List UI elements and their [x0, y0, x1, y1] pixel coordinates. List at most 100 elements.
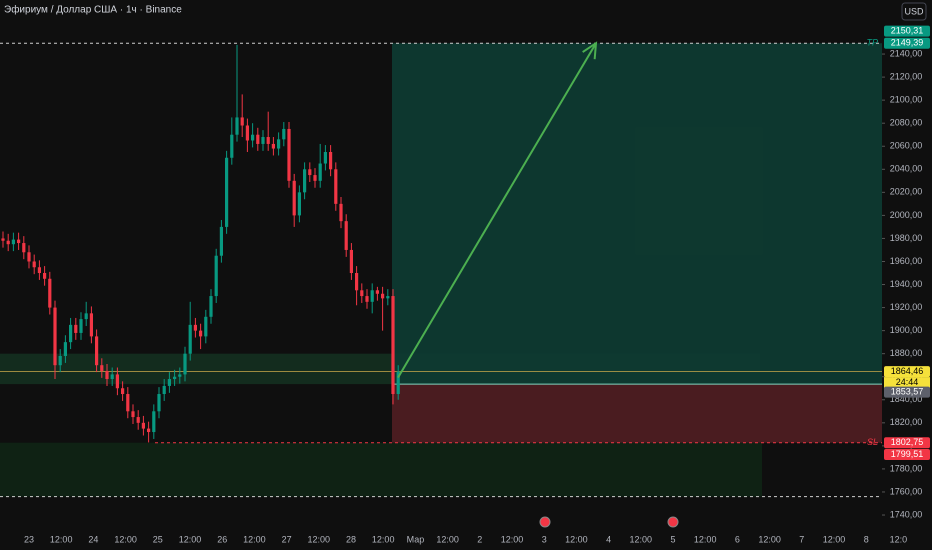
currency-label[interactable]: USD [904, 6, 924, 16]
candle-body [79, 319, 83, 333]
event-icon[interactable] [667, 516, 679, 528]
candle-body [323, 152, 327, 164]
candle-body [204, 316, 208, 337]
candle-body [266, 137, 270, 144]
x-tick-label: 12:00 [758, 534, 781, 544]
candle-body [391, 296, 395, 395]
y-tick-label: 2000,00 [890, 210, 923, 220]
tp-tag: TP [866, 38, 878, 48]
candle-body [313, 175, 317, 181]
candle-body [209, 296, 213, 317]
profit-zone [392, 43, 882, 385]
candle-body [126, 394, 130, 412]
x-tick-label: 3 [542, 534, 547, 544]
candle-body [355, 273, 359, 291]
candle-body [43, 273, 47, 279]
candle-body [136, 417, 140, 423]
target-high-label: 2150,31 [891, 26, 924, 36]
entry-label-box [884, 386, 930, 398]
candle-body [27, 252, 31, 262]
y-tick-label: 2100,00 [890, 95, 923, 105]
x-tick-label: 12:00 [243, 534, 266, 544]
candle-body [308, 169, 312, 176]
countdown: 24:44 [896, 377, 919, 387]
candle-body [225, 157, 229, 227]
candle-body [89, 313, 93, 337]
x-tick-label: 4 [606, 534, 611, 544]
y-tick-label: 1980,00 [890, 233, 923, 243]
candle-body [199, 330, 203, 337]
x-tick-label: 12:0 [890, 534, 908, 544]
candle-body [115, 374, 119, 389]
x-tick-label: 6 [735, 534, 740, 544]
y-tick-label: 1840,00 [890, 394, 923, 404]
stop-low-label: 1799,51 [891, 449, 924, 459]
candle-body [105, 370, 109, 380]
x-tick-label: 12:00 [50, 534, 73, 544]
x-tick-label: 12:00 [114, 534, 137, 544]
candle-body [69, 324, 73, 343]
candle-body [48, 278, 52, 308]
x-tick-label: 12:00 [694, 534, 717, 544]
x-tick-label: 27 [282, 534, 292, 544]
candle-body [396, 371, 400, 395]
loss-zone [392, 384, 882, 443]
candle-body [193, 324, 197, 331]
plot [0, 41, 882, 498]
y-tick-label: 2120,00 [890, 71, 923, 81]
candle-body [22, 243, 26, 253]
y-tick-label: 1960,00 [890, 256, 923, 266]
candle-body [1, 238, 5, 241]
candle-body [95, 336, 99, 366]
candle-body [235, 117, 239, 135]
sl-label-box [884, 437, 930, 449]
candle-body [375, 290, 379, 294]
x-tick-label: 28 [346, 534, 356, 544]
target-arrow [397, 42, 597, 379]
candle-body [141, 422, 145, 429]
y-tick-label: 2040,00 [890, 164, 923, 174]
chart-title: Эфириум / Доллар США · 1ч · Binance [4, 4, 182, 16]
candle-body [256, 134, 260, 144]
tp-label: 2149,39 [891, 38, 924, 48]
x-tick-label: 25 [153, 534, 163, 544]
candle-body [178, 374, 182, 377]
entry-label: 1853,57 [891, 387, 924, 397]
candle-body [110, 374, 114, 380]
target-high-label-box [884, 25, 930, 37]
y-tick-label: 2020,00 [890, 187, 923, 197]
y-tick-label: 1900,00 [890, 325, 923, 335]
candle-body [11, 239, 15, 245]
tp-label-box [884, 37, 930, 49]
x-tick-label: 8 [864, 534, 869, 544]
x-tick-label: 12:00 [565, 534, 588, 544]
candle-body [121, 388, 125, 395]
currency-button[interactable] [901, 2, 927, 21]
candle-body [297, 192, 301, 216]
candle-body [188, 324, 192, 354]
x-tick-label: 12:00 [501, 534, 524, 544]
x-tick-label: 7 [799, 534, 804, 544]
candle-body [167, 379, 171, 386]
event-icon[interactable] [539, 516, 551, 528]
candle-body [339, 203, 343, 222]
y-tick-label: 1880,00 [890, 348, 923, 358]
candle-body [318, 163, 322, 181]
x-tick-label: 2 [477, 534, 482, 544]
candle-body [344, 221, 348, 250]
y-tick-label: 2060,00 [890, 141, 923, 151]
candle-body [131, 411, 135, 418]
candle-body [245, 125, 249, 141]
candle-body [334, 169, 338, 204]
candle-body [100, 365, 104, 371]
x-tick-label: 5 [670, 534, 675, 544]
candle-body [271, 143, 275, 149]
zone [0, 442, 762, 497]
y-tick-label: 1820,00 [890, 417, 923, 427]
candle-body [152, 411, 156, 433]
candle-body [162, 385, 166, 395]
candle-body [37, 267, 41, 274]
candle-body [329, 152, 333, 170]
y-tick-label: 1740,00 [890, 509, 923, 519]
